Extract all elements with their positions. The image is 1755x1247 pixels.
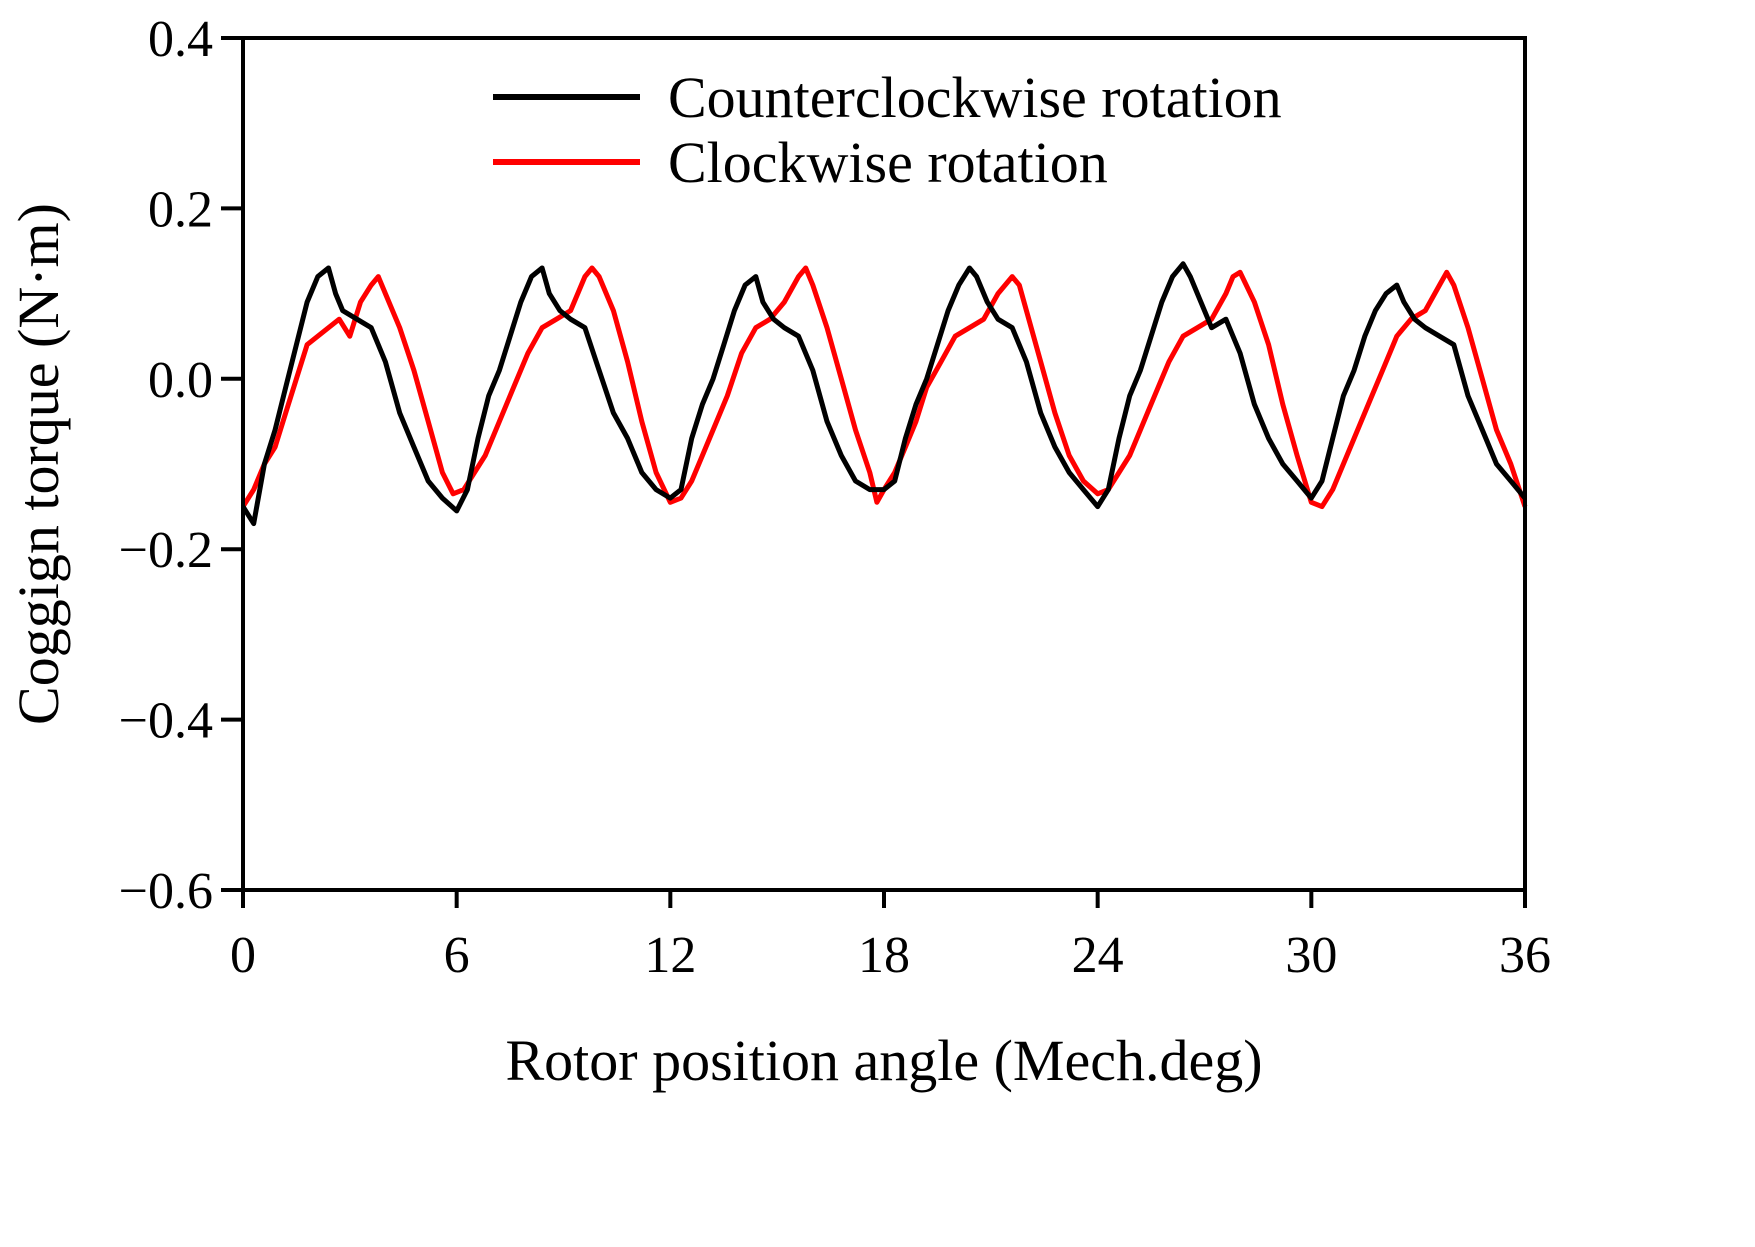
y-tick-label: 0.0 <box>148 352 213 409</box>
y-tick-label: −0.4 <box>119 693 213 750</box>
y-tick-label: 0.4 <box>148 11 213 68</box>
x-tick-label: 6 <box>444 927 470 984</box>
axis-ticks <box>221 36 1527 908</box>
series-line-clockwise <box>240 265 1528 510</box>
y-tick-label: −0.2 <box>119 522 213 579</box>
x-axis-label: Rotor position angle (Mech.deg) <box>505 1028 1262 1093</box>
x-tick-label: 18 <box>858 927 910 984</box>
legend-label-counterclockwise: Counterclockwise rotation <box>668 65 1282 130</box>
legend-label-clockwise: Clockwise rotation <box>668 130 1108 195</box>
legend: Counterclockwise rotation Clockwise rota… <box>493 65 1282 195</box>
y-axis-label: Coggign torque (N·m) <box>6 203 71 725</box>
series-line-counterclockwise <box>240 261 1527 527</box>
y-tick-label: −0.6 <box>119 863 213 920</box>
x-tick-label: 30 <box>1285 927 1337 984</box>
y-tick-label: 0.2 <box>148 181 213 238</box>
y-axis-tick-labels: −0.6 −0.4 −0.2 0.0 0.2 0.4 <box>119 11 213 920</box>
series-lines <box>240 261 1528 527</box>
x-tick-label: 12 <box>644 927 696 984</box>
x-tick-label: 36 <box>1499 927 1551 984</box>
x-tick-label: 24 <box>1072 927 1124 984</box>
x-tick-label: 0 <box>230 927 256 984</box>
x-axis-tick-labels: 0 6 12 18 24 30 36 <box>230 927 1551 984</box>
